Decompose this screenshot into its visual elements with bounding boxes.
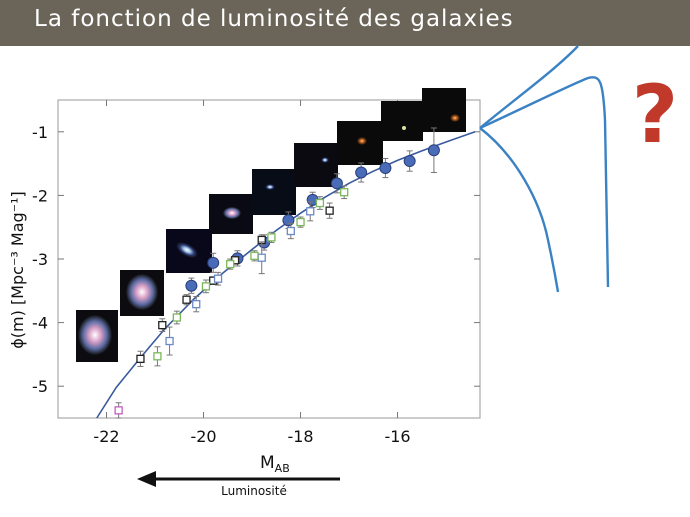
y-tick-label: -1 [32,123,48,142]
data-point-square [325,206,334,215]
luminosity-arrow [137,471,340,487]
galaxy-image-9 [422,88,466,132]
axis-ticks [58,100,480,418]
data-point-square [165,336,174,346]
data-point-circle [282,214,295,227]
x-tick-label: -16 [384,427,410,446]
data-point-square [153,352,162,361]
galaxy-image-1 [76,310,118,362]
x-tick-label: -18 [287,427,313,446]
extrapolation-curve-peak [479,76,610,288]
extrapolation-curve-upper [479,45,579,129]
data-point-square [182,295,191,304]
data-point-circle [207,256,220,269]
x-axis-label: MAB [260,453,290,475]
data-point-square [192,300,201,309]
galaxy-image-4 [209,194,253,234]
data-point-square [296,217,305,227]
y-tick-label: -4 [32,314,48,333]
extrapolation-curves [479,45,610,293]
x-tick-label: -20 [190,427,216,446]
data-point-square [114,406,123,415]
data-point-circle [427,144,440,157]
data-point-square [201,282,211,291]
luminosity-label: Luminosité [221,484,287,498]
data-point-square [267,233,276,242]
question-mark: ? [632,68,678,161]
galaxy-image-2 [120,270,164,316]
data-point-circle [355,166,368,179]
data-point-square [257,253,266,262]
data-point-circle [330,177,343,190]
y-tick-label: -2 [32,186,48,205]
slide-title: La fonction de luminosité des galaxies [34,6,514,32]
data-point-square [315,198,325,208]
y-tick-label: -3 [32,250,48,269]
galaxy-image-3 [166,229,212,273]
galaxy-thumbnails [76,88,466,362]
data-point-square [158,320,167,330]
x-tick-label: -22 [93,427,119,446]
extrapolation-curve-lower [479,127,560,293]
data-points [114,127,440,419]
data-point-square [136,354,145,364]
galaxy-image-6 [294,143,338,187]
data-point-square [286,226,295,236]
galaxy-image-5 [252,169,296,215]
galaxy-image-7 [337,121,383,165]
tick-labels: -22 -20 -18 -16 -1 -2 -3 -4 -5 [32,123,411,446]
y-tick-label: -5 [32,377,48,396]
plot-frame [57,99,481,419]
data-point-square [226,259,235,269]
data-point-circle [185,279,198,292]
data-point-square [172,313,181,322]
data-point-square [213,274,223,283]
data-point-square [306,207,315,216]
galaxy-image-8 [381,101,423,141]
y-axis-label: ϕ(m) [Mpc⁻³ Mag⁻¹] [8,191,27,349]
title-bar: La fonction de luminosité des galaxies [0,0,690,46]
data-point-square [250,251,259,260]
data-point-circle [379,162,392,175]
data-point-circle [403,155,416,168]
data-point-square [340,188,349,197]
